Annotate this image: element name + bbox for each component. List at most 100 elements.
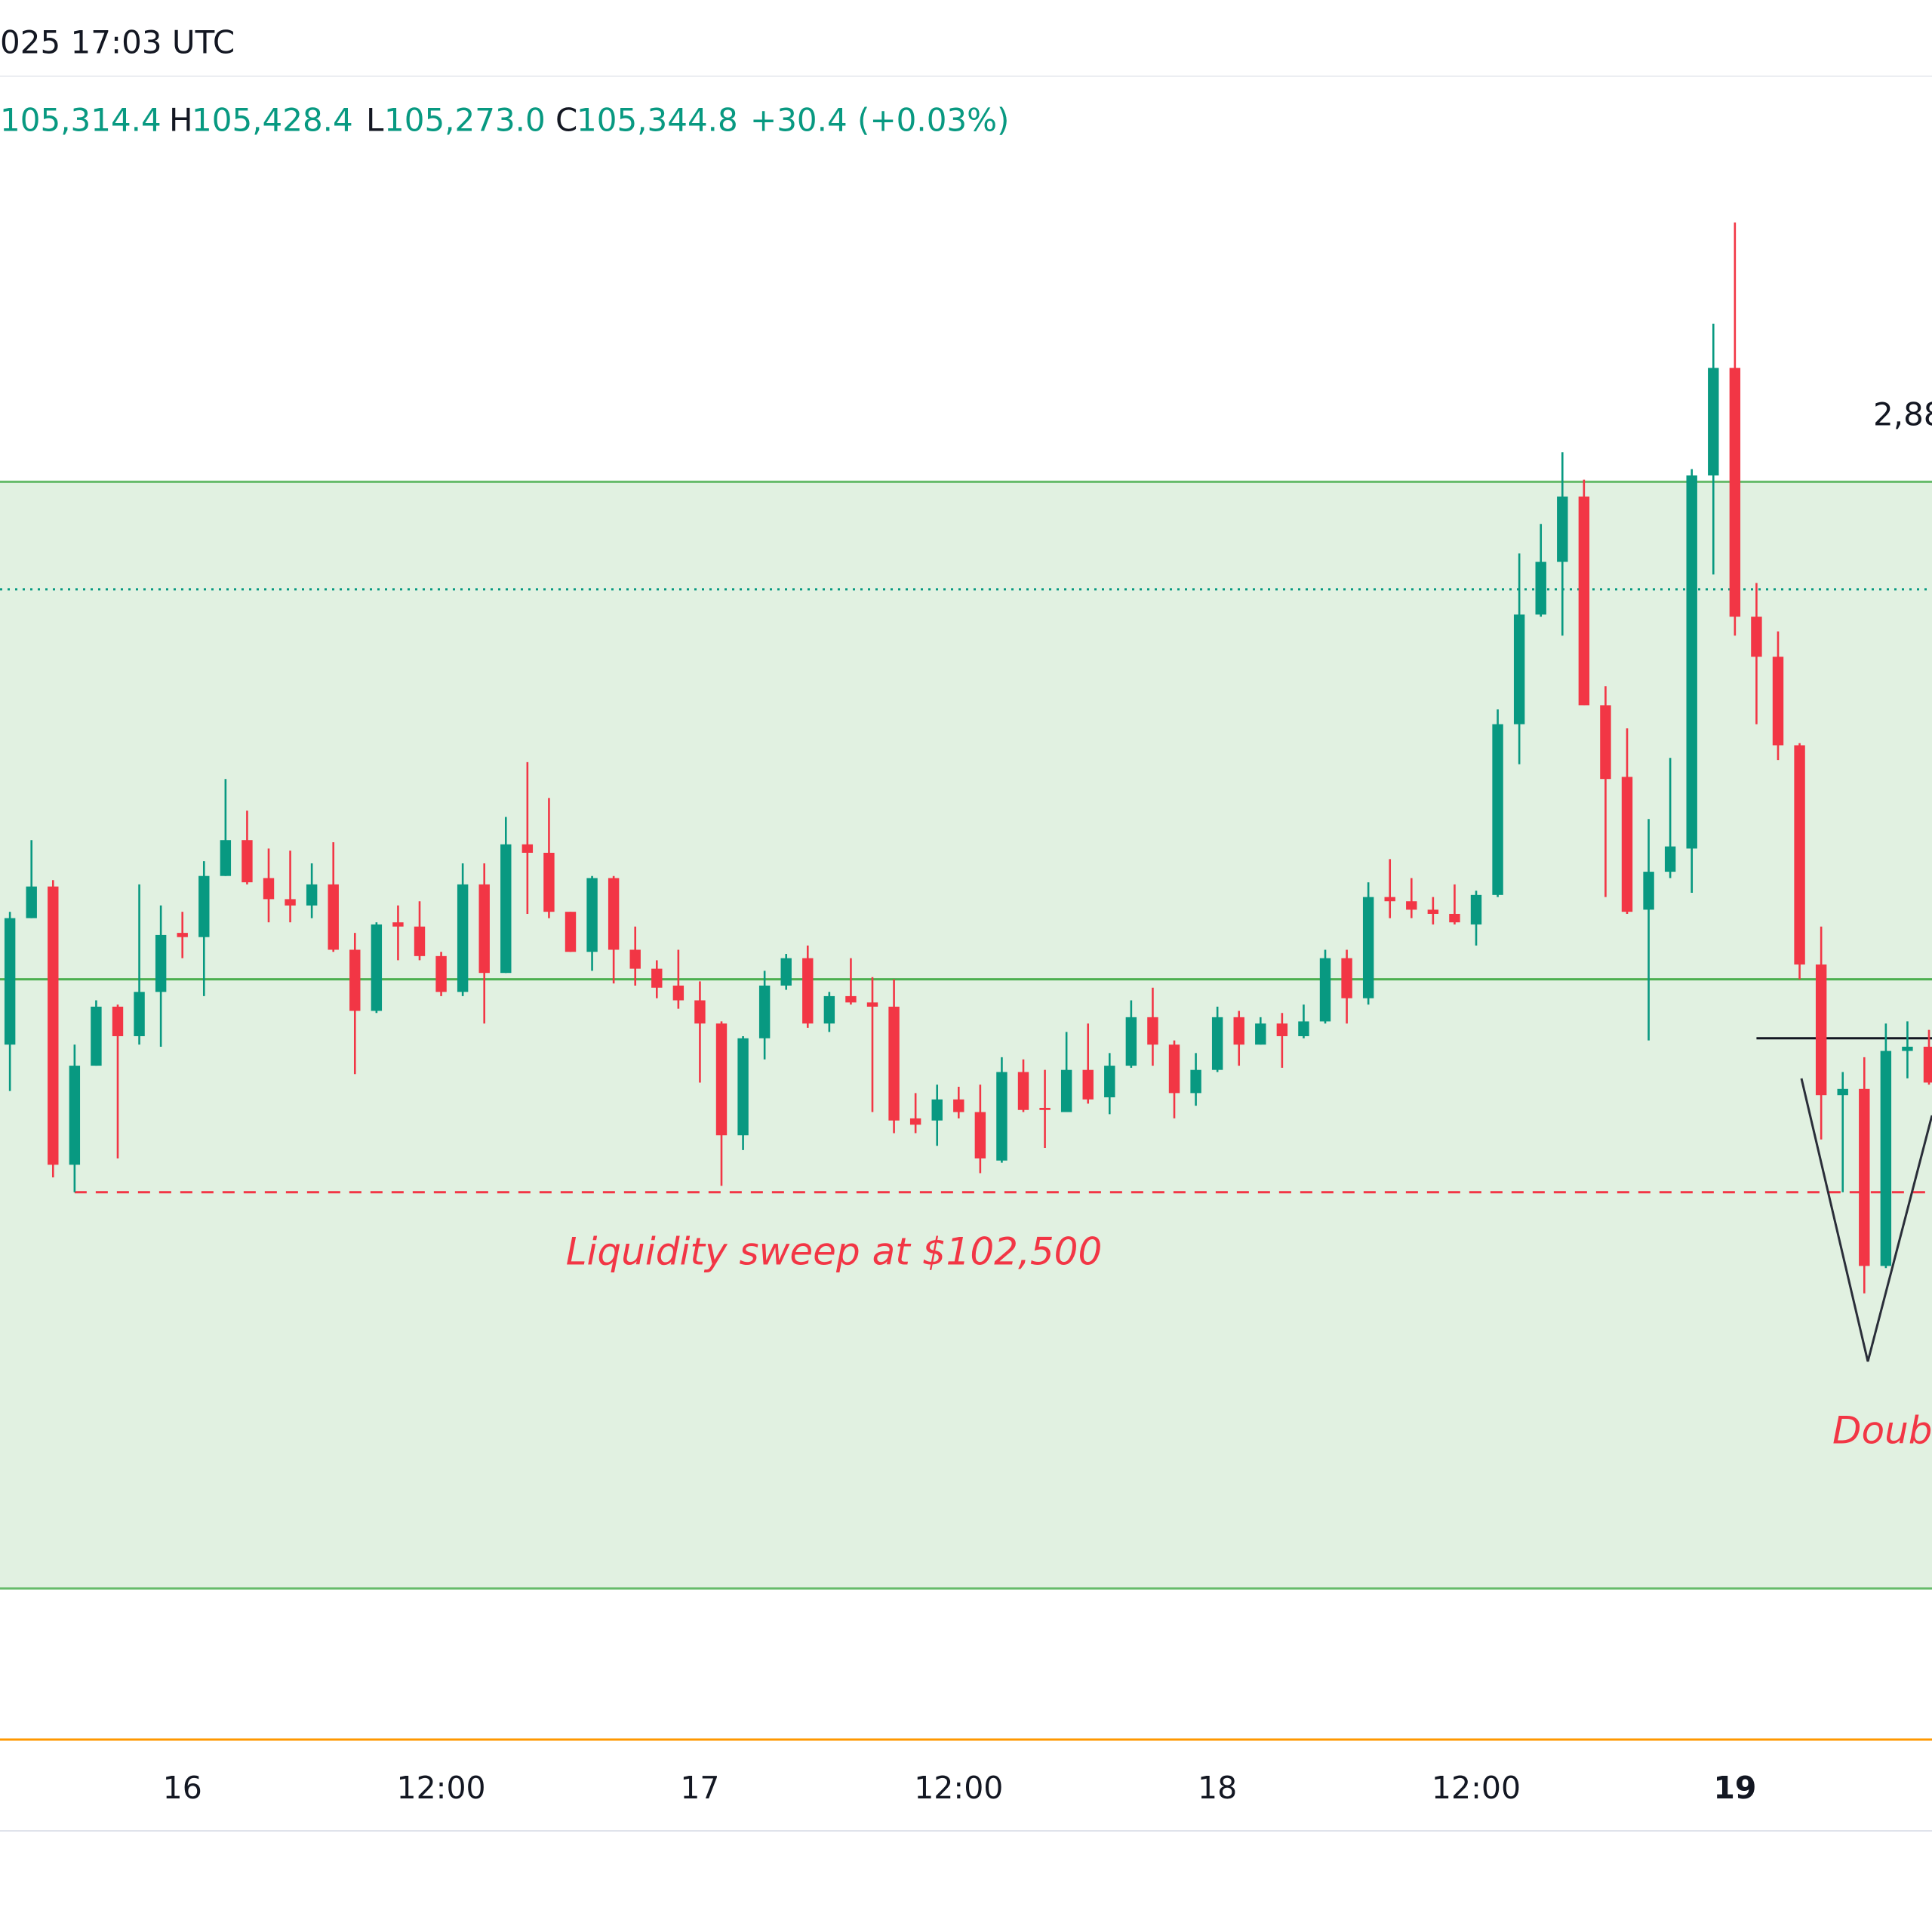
candle-body [629,949,641,969]
x-tick-label: 18 [1198,1770,1237,1806]
candle-body [758,985,771,1038]
candle-body [953,1099,964,1112]
candle-body [1298,1021,1309,1036]
candle-body [69,1066,81,1165]
candle-body [802,958,814,1024]
candle-body [328,884,339,950]
candle-body [220,840,232,876]
pattern-annotation: Doubl [1832,1409,1932,1453]
candle-body [1168,1044,1180,1094]
x-tick-label: 12:00 [1432,1770,1521,1806]
candle-body [1643,872,1654,910]
candle-body [177,933,188,937]
ohlc-low-key: L [366,102,384,139]
candle-body [1492,724,1503,895]
candle-body [909,1118,921,1125]
candle-body [651,968,663,988]
candle-body [1859,1088,1870,1266]
ohlc-change: +30.4 (+0.03%) [750,102,1009,139]
candle-body [1449,913,1460,923]
zone [0,481,1932,1589]
candle-body [1794,745,1805,965]
candle-body [974,1112,986,1158]
candle-body [242,840,253,883]
candle-body [26,886,37,918]
measure-label: 2,88 [1873,396,1932,433]
candle-body [1406,901,1417,910]
candle-body [435,955,447,992]
candle-body [91,1006,102,1066]
candle-body [457,884,469,992]
candle-body [4,918,16,1045]
candle-body [112,1006,124,1036]
candle-body [1664,846,1676,872]
ohlc-high: 105,428.4 [192,102,353,139]
candle-body [414,926,426,956]
candle-body [1923,1046,1932,1083]
candle-body [996,1072,1008,1161]
candle-body [1125,1017,1137,1066]
candle-body [1384,897,1395,902]
candle-body [1902,1046,1913,1051]
candle-body [694,1000,706,1024]
candle-body [371,924,383,1011]
candle-body [1060,1069,1072,1112]
candle-body [1837,1088,1848,1096]
candle-body [737,1038,749,1136]
candle-body [198,875,210,937]
candle-body [823,995,835,1024]
x-tick-label: 16 [163,1770,202,1806]
candle-body [888,1006,900,1121]
x-tick-label: 19 [1713,1770,1756,1806]
candle-body [521,844,534,853]
candle-body [1017,1072,1029,1110]
candle-body [1557,496,1568,562]
candle-body [543,852,555,912]
candle-body [306,884,318,906]
candle-body [1686,475,1697,849]
candle-body [608,878,620,950]
candle-body [1255,1023,1266,1045]
plot-area [0,222,1932,1590]
candle-body [1621,777,1633,912]
candle-body [1082,1069,1094,1100]
double-bottom-outline [1800,1078,1932,1362]
x-tick-label: 12:00 [396,1770,485,1806]
candle-body [1815,964,1827,1096]
candle-body [1880,1051,1892,1266]
candle-body [1751,617,1762,657]
candle-body [285,899,296,906]
candle-body [1535,561,1546,615]
candle-body [263,878,275,900]
candle-body [392,922,404,927]
candle-body [1427,909,1439,914]
candle-body [1104,1066,1115,1097]
candle-body [349,949,361,1011]
ohlc-close: 105,344.8 [577,102,738,139]
candle-body [672,985,685,1001]
candle-body [1729,368,1741,617]
candle-body [155,934,167,992]
sweep-annotation: Liquidity sweep at $102,500 [566,1230,1103,1274]
ohlc-close-key: C [555,102,577,139]
candle-body [1600,705,1611,780]
candle-body [586,878,598,952]
ohlc-open: 105,314.4 [0,102,162,139]
candle-body [1578,496,1590,706]
x-tick-label: 12:00 [914,1770,1003,1806]
candle-body [1470,894,1482,924]
candle-body [931,1099,943,1121]
candle-body [565,912,577,952]
candle-body [500,844,512,974]
candle-body [1147,1017,1158,1045]
header-time: 025 17:03 UTC [0,24,235,61]
candle-body [134,992,145,1036]
candle-body [1211,1017,1223,1070]
candle-body [1233,1017,1244,1045]
candle-body [1319,958,1331,1022]
candle-body [866,1002,878,1007]
candle-body [478,884,490,974]
ohlc-low: 105,273.0 [384,102,546,139]
